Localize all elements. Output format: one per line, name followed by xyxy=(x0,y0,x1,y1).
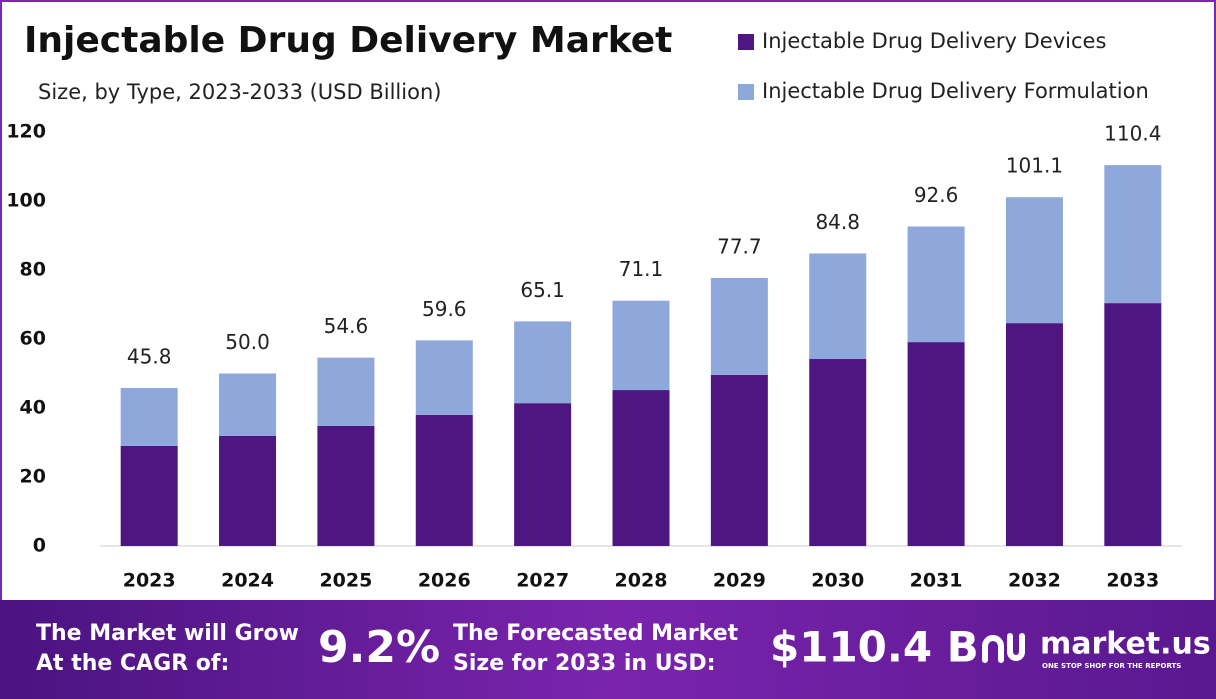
legend-swatch xyxy=(738,34,754,50)
bar xyxy=(514,403,572,546)
footer-band xyxy=(0,600,1216,699)
total-label: 71.1 xyxy=(619,257,664,281)
brand-logo xyxy=(982,633,1025,663)
total-label: 50.0 xyxy=(225,330,270,354)
bar xyxy=(1005,323,1063,546)
bar xyxy=(612,390,670,546)
forecast-text: The Forecasted Market xyxy=(453,621,739,646)
bar xyxy=(317,425,375,546)
y-tick-label: 0 xyxy=(33,535,46,557)
total-label: 77.7 xyxy=(717,234,762,258)
bar xyxy=(415,414,473,546)
total-label: 54.6 xyxy=(324,314,369,338)
y-tick-label: 20 xyxy=(20,466,46,488)
bar xyxy=(219,435,277,546)
brand: market.us xyxy=(1040,627,1211,662)
total-label: 84.8 xyxy=(815,210,860,234)
tagline: ONE STOP SHOP FOR THE REPORTS xyxy=(1042,662,1181,670)
legend-label: Injectable Drug Delivery Formulation xyxy=(762,79,1149,103)
total-label: 92.6 xyxy=(914,183,959,207)
legend-label: Injectable Drug Delivery Devices xyxy=(762,29,1106,53)
x-tick-label: 2028 xyxy=(615,570,668,592)
bar xyxy=(219,373,277,436)
legend-swatch xyxy=(738,84,754,100)
chart-title: Injectable Drug Delivery Market xyxy=(24,20,672,61)
bar xyxy=(415,340,473,415)
bar xyxy=(1104,165,1162,304)
total-label: 59.6 xyxy=(422,297,467,321)
total-label: 110.4 xyxy=(1104,122,1161,146)
x-tick-label: 2029 xyxy=(713,570,766,592)
y-tick-label: 60 xyxy=(20,328,46,350)
x-tick-label: 2030 xyxy=(811,570,864,592)
x-tick-label: 2033 xyxy=(1106,570,1159,592)
x-tick-label: 2032 xyxy=(1008,570,1061,592)
y-tick-label: 80 xyxy=(20,259,46,281)
x-tick-label: 2026 xyxy=(418,570,471,592)
bar xyxy=(612,300,670,391)
x-tick-label: 2024 xyxy=(221,570,274,592)
x-tick-label: 2023 xyxy=(123,570,176,592)
bar xyxy=(514,321,572,404)
total-label: 45.8 xyxy=(127,344,172,368)
cagr-value: 9.2% xyxy=(318,622,440,673)
cagr-text: The Market will Grow xyxy=(36,621,299,646)
total-label: 65.1 xyxy=(520,278,565,302)
bar xyxy=(907,342,965,546)
bar xyxy=(809,253,867,360)
bar xyxy=(710,277,768,375)
bar xyxy=(120,445,178,546)
y-tick-label: 120 xyxy=(6,121,46,143)
bar xyxy=(317,357,375,426)
bar xyxy=(1104,303,1162,546)
y-tick-label: 100 xyxy=(6,190,46,212)
cagr-text: At the CAGR of: xyxy=(36,651,229,676)
bar xyxy=(120,387,178,446)
bar xyxy=(710,374,768,546)
chart-subtitle: Size, by Type, 2023-2033 (USD Billion) xyxy=(38,80,441,104)
x-tick-label: 2031 xyxy=(910,570,963,592)
total-label: 101.1 xyxy=(1006,154,1063,178)
bar xyxy=(907,226,965,343)
x-tick-label: 2027 xyxy=(516,570,569,592)
bar xyxy=(1005,197,1063,324)
bar xyxy=(809,359,867,546)
forecast-value: $110.4 B xyxy=(770,623,979,672)
forecast-text: Size for 2033 in USD: xyxy=(453,651,716,676)
x-tick-label: 2025 xyxy=(319,570,372,592)
y-tick-label: 40 xyxy=(20,397,46,419)
